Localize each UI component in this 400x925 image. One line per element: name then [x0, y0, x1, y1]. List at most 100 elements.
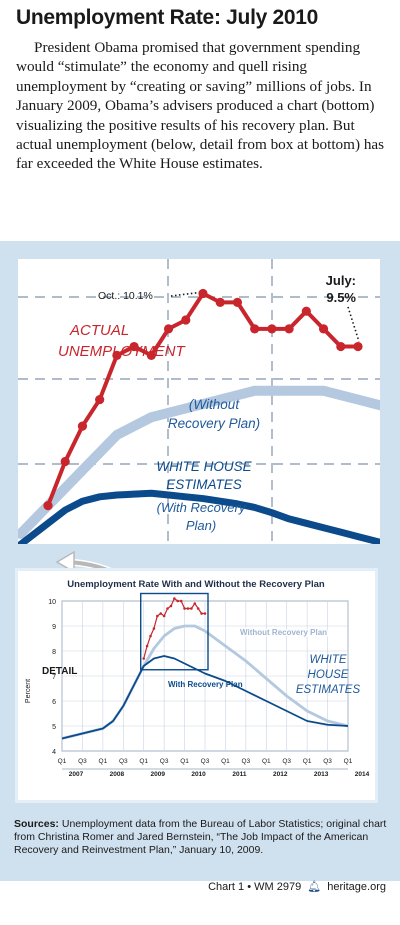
original-point-actual — [166, 607, 169, 610]
data-point-actual — [77, 421, 88, 431]
without-plan-label: (Without Recovery Plan) — [168, 397, 260, 431]
x-tick-label: Q1 — [344, 758, 353, 765]
july-callout-month: July: — [326, 273, 356, 288]
data-point-actual — [146, 350, 156, 360]
x-tick-label: Q1 — [180, 758, 189, 765]
data-point-actual — [318, 324, 329, 334]
data-point-actual — [43, 501, 53, 511]
original-point-actual — [186, 607, 190, 610]
original-y-axis-label: Percent — [25, 679, 32, 703]
y-tick-label: 7 — [52, 674, 56, 681]
site-name: heritage.org — [327, 881, 386, 893]
with-plan-label: (With Recovery Plan) — [157, 500, 247, 533]
page-title: Unemployment Rate: July 2010 — [16, 6, 319, 29]
data-point-actual — [60, 456, 70, 467]
original-point-actual — [152, 627, 156, 630]
x-year-label: 2013 — [314, 771, 329, 778]
original-point-actual — [142, 657, 146, 660]
original-without-label: Without Recovery Plan — [240, 628, 327, 637]
liberty-bell-icon: 🔔︎ — [307, 881, 322, 893]
x-year-label: 2008 — [110, 771, 125, 778]
data-point-actual — [198, 288, 208, 299]
sources-text: Unemployment data from the Bureau of Lab… — [14, 818, 387, 856]
oct-callout-leader — [170, 291, 200, 297]
actual-label-line2: UNEMPLOYMENT — [58, 343, 187, 360]
data-point-actual — [353, 341, 363, 352]
data-point-actual — [301, 306, 311, 316]
intro-paragraph: President Obama promised that government… — [16, 39, 385, 173]
x-year-label: 2007 — [69, 771, 84, 778]
y-tick-label: 4 — [52, 749, 56, 756]
y-tick-label: 8 — [52, 649, 56, 656]
original-estimates-label: WHITE HOUSE ESTIMATES — [296, 654, 361, 696]
original-point-actual — [156, 614, 159, 618]
x-tick-label: Q3 — [282, 758, 291, 765]
x-year-label: 2011 — [232, 771, 246, 778]
original-point-actual — [159, 612, 163, 615]
x-tick-label: Q3 — [201, 758, 210, 765]
original-point-actual — [200, 612, 203, 615]
chart-id: Chart 1 • WM 2979 — [208, 881, 302, 893]
x-year-label: 2009 — [150, 771, 165, 778]
data-point-actual — [250, 324, 260, 334]
series-line-without-plan — [18, 385, 380, 539]
x-year-label: 2014 — [355, 771, 370, 778]
x-tick-label: Q1 — [262, 758, 271, 765]
original-point-actual — [179, 599, 183, 603]
data-point-actual — [336, 341, 346, 352]
original-chart-box: Unemployment Rate With and Without the R… — [18, 571, 375, 800]
y-tick-label: 9 — [52, 624, 56, 631]
july-callout-value: 9.5% — [326, 290, 356, 305]
data-point-actual — [129, 341, 139, 352]
detail-box-outline — [140, 592, 209, 671]
original-series-with-plan — [61, 655, 349, 740]
original-point-actual — [145, 644, 149, 648]
x-year-label: 2010 — [191, 771, 206, 778]
x-tick-label: Q3 — [119, 758, 128, 765]
y-tick-label: 10 — [48, 599, 56, 606]
y-tick-label: 5 — [52, 724, 56, 731]
x-tick-label: Q3 — [160, 758, 169, 765]
data-point-actual — [267, 324, 277, 334]
original-point-actual — [149, 634, 152, 638]
original-point-actual — [203, 612, 207, 615]
actual-label: ACTUAL — [69, 322, 129, 339]
sources-label: Sources: — [14, 818, 59, 830]
footer: Chart 1 • WM 2979 🔔︎ heritage.org — [208, 880, 386, 893]
data-point-actual — [112, 350, 122, 360]
data-point-actual — [215, 297, 225, 307]
main-chart: ACTUAL UNEMPLOYMENT (Without Recovery Pla… — [18, 259, 380, 544]
x-year-label: 2012 — [273, 771, 288, 778]
x-tick-label: Q3 — [323, 758, 332, 765]
original-point-actual — [162, 614, 166, 618]
oct-callout: Oct.: 10.1% — [98, 290, 153, 302]
data-point-actual — [163, 324, 174, 334]
original-point-actual — [173, 597, 176, 600]
data-point-actual — [232, 297, 243, 307]
original-chart-title: Unemployment Rate With and Without the R… — [67, 579, 325, 590]
x-tick-label: Q1 — [303, 758, 312, 765]
original-point-actual — [176, 599, 180, 603]
data-point-actual — [284, 324, 294, 334]
original-point-actual — [196, 607, 200, 610]
x-tick-label: Q1 — [221, 758, 230, 765]
original-point-actual — [193, 602, 197, 605]
x-tick-label: Q1 — [139, 758, 148, 765]
x-tick-label: Q1 — [58, 758, 67, 765]
x-tick-label: Q1 — [99, 758, 108, 765]
original-with-label: With Recovery Plan — [168, 680, 243, 689]
data-point-actual — [95, 394, 105, 405]
estimates-label: WHITE HOUSE ESTIMATES — [156, 459, 252, 492]
without-label-halo: Without Recovery Plan — [240, 628, 327, 637]
original-point-actual — [190, 607, 193, 610]
x-tick-label: Q3 — [78, 758, 87, 765]
series-line-with-plan — [18, 489, 380, 544]
original-point-actual — [183, 607, 186, 610]
arrow-head-icon — [55, 550, 75, 574]
detail-label: DETAIL — [42, 666, 77, 677]
original-chart: Unemployment Rate With and Without the R… — [25, 579, 370, 778]
original-point-actual — [169, 604, 173, 608]
y-tick-label: 6 — [52, 699, 56, 706]
sources-note: Sources: Unemployment data from the Bure… — [14, 818, 389, 857]
